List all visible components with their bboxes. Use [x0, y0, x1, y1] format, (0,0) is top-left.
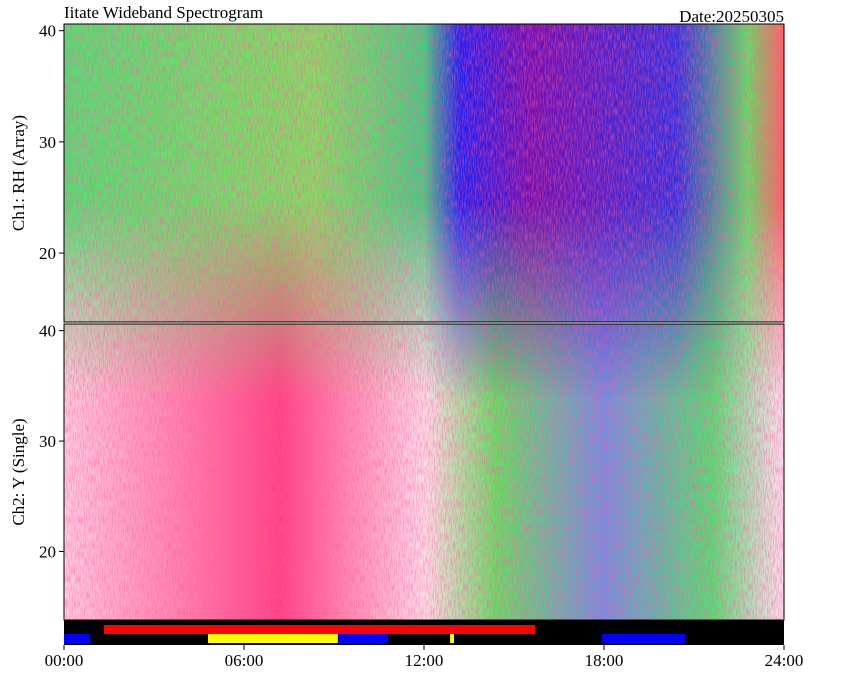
date-label: Date:20250305 — [679, 7, 784, 26]
y-tick-label: 30 — [39, 432, 56, 451]
x-tick-label: 00:00 — [45, 651, 84, 668]
y-tick-label: 20 — [39, 543, 56, 562]
y-axis-label: Ch1: RH (Array) — [9, 115, 28, 231]
status-segment — [64, 634, 91, 643]
x-tick-label: 18:00 — [585, 651, 624, 668]
y-tick-label: 20 — [39, 244, 56, 263]
spectrogram-image — [64, 24, 784, 645]
panel-frame — [63, 323, 785, 621]
y-tick-label: 40 — [39, 322, 56, 341]
x-tick-label: 06:00 — [225, 651, 264, 668]
x-tick-label: 12:00 — [405, 651, 444, 668]
status-segment — [450, 634, 454, 643]
status-segment — [208, 634, 338, 643]
status-segment — [103, 625, 536, 634]
x-tick-label: 24:00 — [765, 651, 804, 668]
y-tick-label: 30 — [39, 133, 56, 152]
y-axis-label: Ch2: Y (Single) — [9, 418, 28, 525]
status-segment — [337, 634, 388, 643]
panel-frame — [63, 23, 785, 323]
chart-title: Iitate Wideband Spectrogram — [64, 3, 263, 22]
y-tick-label: 40 — [39, 22, 56, 41]
status-segment — [601, 634, 685, 643]
